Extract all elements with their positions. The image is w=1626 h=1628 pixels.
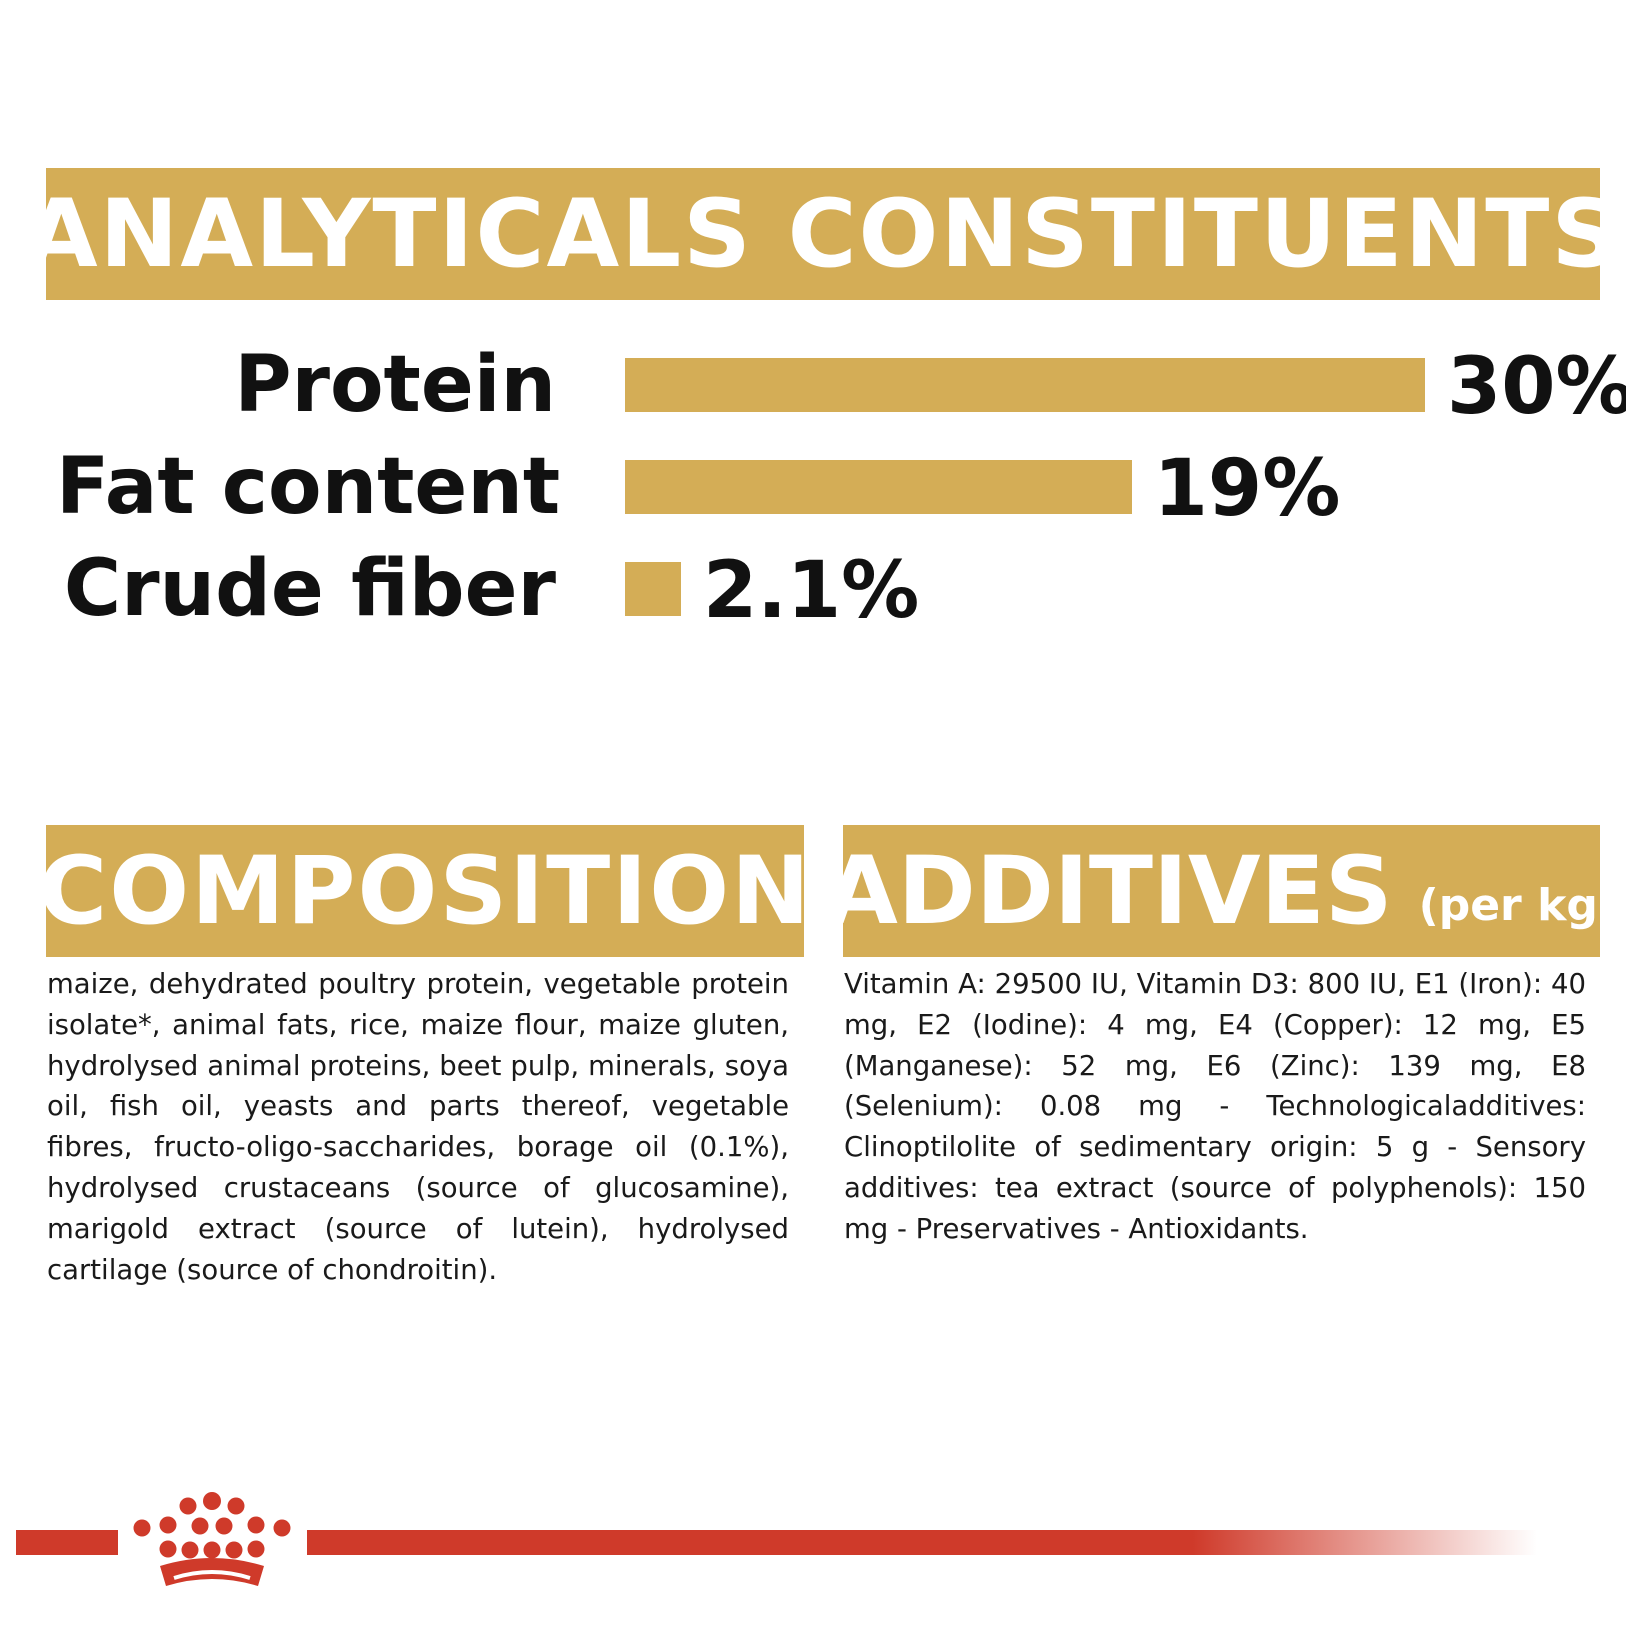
bar-value-protein: 30% [1447,342,1626,432]
bar-value-fat-content: 19% [1153,444,1341,534]
bar-crude-fiber [625,562,681,616]
additives-unit: (per kg) [1418,879,1600,931]
bar-label-protein: Protein [234,340,556,430]
bar-value-crude-fiber: 2.1% [703,546,920,636]
additives-text: Vitamin A: 29500 IU, Vitamin D3: 800 IU,… [844,968,1586,1245]
bar-label-fat-content: Fat content [56,442,561,532]
brand-line-right [307,1530,1537,1555]
bar-label-crude-fiber: Crude fiber [63,544,556,634]
bar-fat-content [625,460,1132,514]
additives-title: ADDITIVES [843,836,1393,946]
brand-line-left [16,1530,118,1555]
additives-banner: ADDITIVES (per kg) [843,825,1600,957]
royal-crown-logo-icon [133,1492,291,1586]
composition-title: COMPOSITION [46,836,804,946]
analytical-constituents-banner: ANALYTICALS CONSTITUENTS [46,168,1600,300]
bar-protein [625,358,1425,412]
composition-text: maize, dehydrated poultry protein, veget… [47,968,789,1286]
composition-banner: COMPOSITION [46,825,804,957]
analytical-constituents-title: ANALYTICALS CONSTITUENTS [46,179,1600,289]
